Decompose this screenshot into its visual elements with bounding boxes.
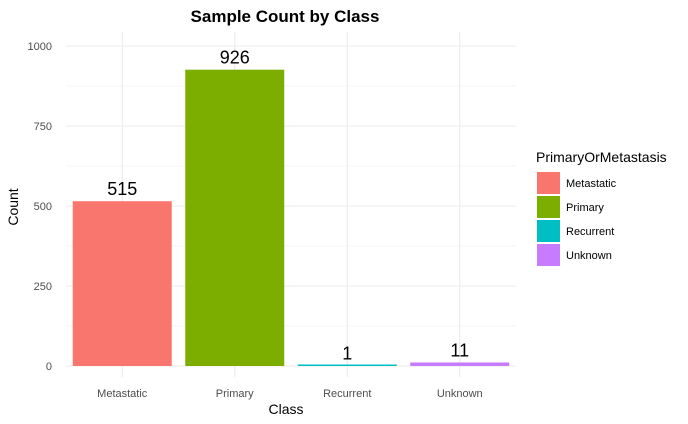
- bars: [72, 69, 510, 367]
- legend-title: PrimaryOrMetastasis: [536, 149, 667, 165]
- bar-metastatic: [72, 201, 172, 366]
- y-tick-label: 500: [34, 201, 52, 213]
- legend-swatch-recurrent: [537, 220, 560, 242]
- legend-swatch-unknown: [537, 244, 560, 266]
- data-label-metastatic: 515: [107, 179, 137, 199]
- y-tick-label: 250: [34, 281, 52, 293]
- bar-primary: [185, 69, 285, 367]
- legend-label-primary: Primary: [566, 202, 604, 214]
- x-tick-label-primary: Primary: [216, 388, 254, 400]
- y-axis-tick-labels: 0 250 500 750 1000: [28, 41, 52, 373]
- bar-recurrent: [297, 364, 397, 366]
- x-tick-label-metastatic: Metastatic: [97, 388, 148, 400]
- legend-label-metastatic: Metastatic: [566, 178, 617, 190]
- y-tick-label: 1000: [28, 41, 52, 53]
- x-tick-label-recurrent: Recurrent: [323, 388, 371, 400]
- legend-label-unknown: Unknown: [566, 250, 612, 262]
- y-tick-label: 0: [46, 361, 52, 373]
- data-label-primary: 926: [220, 48, 250, 68]
- x-axis-tick-labels: Metastatic Primary Recurrent Unknown: [97, 388, 483, 400]
- legend: PrimaryOrMetastasis Metastatic Primary Rec…: [536, 149, 667, 266]
- y-tick-label: 750: [34, 121, 52, 133]
- x-axis-label: Class: [268, 401, 303, 417]
- data-label-unknown: 11: [450, 340, 469, 360]
- bar-unknown: [410, 362, 510, 366]
- legend-swatch-metastatic: [537, 172, 560, 194]
- data-label-recurrent: 1: [342, 344, 352, 364]
- chart-title: Sample Count by Class: [191, 7, 380, 26]
- legend-label-recurrent: Recurrent: [566, 226, 614, 238]
- y-axis-label: Count: [5, 188, 21, 225]
- x-tick-label-unknown: Unknown: [437, 388, 483, 400]
- legend-items: Metastatic Primary Recurrent Unknown: [537, 172, 617, 266]
- legend-swatch-primary: [537, 196, 560, 218]
